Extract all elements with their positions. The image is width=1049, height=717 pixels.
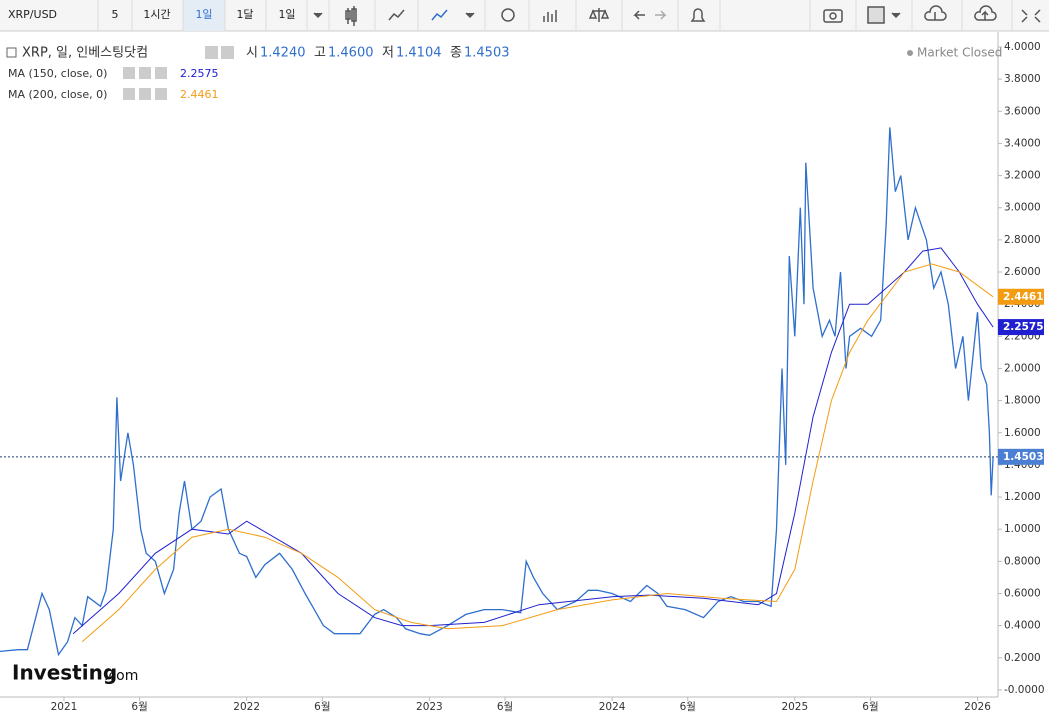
ohlc-label: 저: [382, 46, 394, 61]
ohlc-value: 1.4104: [396, 46, 442, 61]
x-tick-label: 6월: [680, 701, 696, 713]
interval-button[interactable]: 1일: [278, 7, 295, 21]
brand-suffix: .com: [104, 668, 138, 684]
interval-button[interactable]: 1달: [236, 8, 253, 21]
y-tick-label: 0.2000: [1004, 652, 1041, 664]
collapse-icon[interactable]: [6, 47, 17, 58]
series-line: [0, 127, 994, 657]
toolbar-separators: [97, 0, 1013, 31]
y-tick-label: 3.4000: [1004, 137, 1041, 149]
y-tick-label: 1.8000: [1004, 395, 1041, 407]
last-value-label: 2.2575: [1003, 321, 1044, 333]
x-tick-label: 2021: [51, 701, 78, 713]
legend-value: 2.2575: [180, 67, 219, 80]
y-tick-label: 3.8000: [1004, 73, 1041, 85]
toolbar-icons[interactable]: [313, 5, 1041, 26]
interval-button[interactable]: 1시간: [143, 8, 170, 21]
last-value-label: 1.4503: [1003, 451, 1044, 463]
legend-icons[interactable]: [123, 46, 234, 100]
y-tick-label: 4.0000: [1004, 41, 1041, 53]
x-tick-label: 2026: [964, 701, 991, 713]
ohlc-label: 종: [450, 46, 462, 61]
x-tick-label: 2022: [233, 701, 260, 713]
last-value-box: [998, 319, 1044, 336]
y-tick-label: 2.8000: [1004, 234, 1041, 246]
x-tick-label: 6월: [131, 701, 147, 713]
active-button: [183, 0, 225, 31]
ohlc-value: 1.4600: [328, 46, 374, 61]
y-tick-label: -0.0000: [1004, 684, 1045, 696]
y-tick-label: 3.6000: [1004, 105, 1041, 117]
x-tick-label: 2025: [781, 701, 808, 713]
legend-title: XRP, 일, 인베스팅닷컴: [22, 46, 148, 61]
interval-button[interactable]: 1일: [195, 7, 212, 21]
series-line: [72, 247, 994, 635]
x-tick-label: 2023: [416, 701, 443, 713]
legend-entry: MA (150, close, 0): [8, 67, 107, 80]
y-tick-label: 0.8000: [1004, 555, 1041, 567]
x-tick-label: 6월: [497, 701, 513, 713]
plot-area: [0, 32, 998, 697]
market-status: Market Closed: [917, 46, 1002, 60]
legend: XRP, 일, 인베스팅닷컴 MA (150, close, 0) MA (20…: [6, 46, 234, 101]
y-tick-label: 2.0000: [1004, 362, 1041, 374]
y-tick-label: 2.6000: [1004, 266, 1041, 278]
y-tick-label: 3.0000: [1004, 202, 1041, 214]
y-tick-label: 0.6000: [1004, 587, 1041, 599]
series-line: [81, 263, 994, 643]
brand: Investing: [12, 661, 117, 685]
ohlc-label: 고: [314, 46, 326, 61]
y-tick-label: 1.0000: [1004, 523, 1041, 535]
legend-value: 2.4461: [180, 88, 219, 101]
x-tick-label: 6월: [314, 701, 330, 713]
symbol[interactable]: XRP/USD: [8, 8, 57, 21]
y-tick-label: 1.6000: [1004, 427, 1041, 439]
x-tick-label: 2024: [599, 701, 626, 713]
ohlc-label: 시: [246, 46, 258, 61]
status-dot: [907, 50, 913, 56]
interval-button[interactable]: 5: [112, 8, 119, 21]
x-tick-label: 6월: [862, 701, 878, 713]
last-value-box: [998, 288, 1044, 305]
y-tick-label: 0.4000: [1004, 620, 1041, 632]
ohlc-value: 1.4503: [464, 46, 510, 61]
y-tick-label: 3.2000: [1004, 170, 1041, 182]
y-tick-label: 1.2000: [1004, 491, 1041, 503]
last-value-label: 2.4461: [1003, 291, 1044, 303]
ohlc-value: 1.4240: [260, 46, 306, 61]
last-value-box: [998, 448, 1044, 465]
legend-entry: MA (200, close, 0): [8, 88, 107, 101]
